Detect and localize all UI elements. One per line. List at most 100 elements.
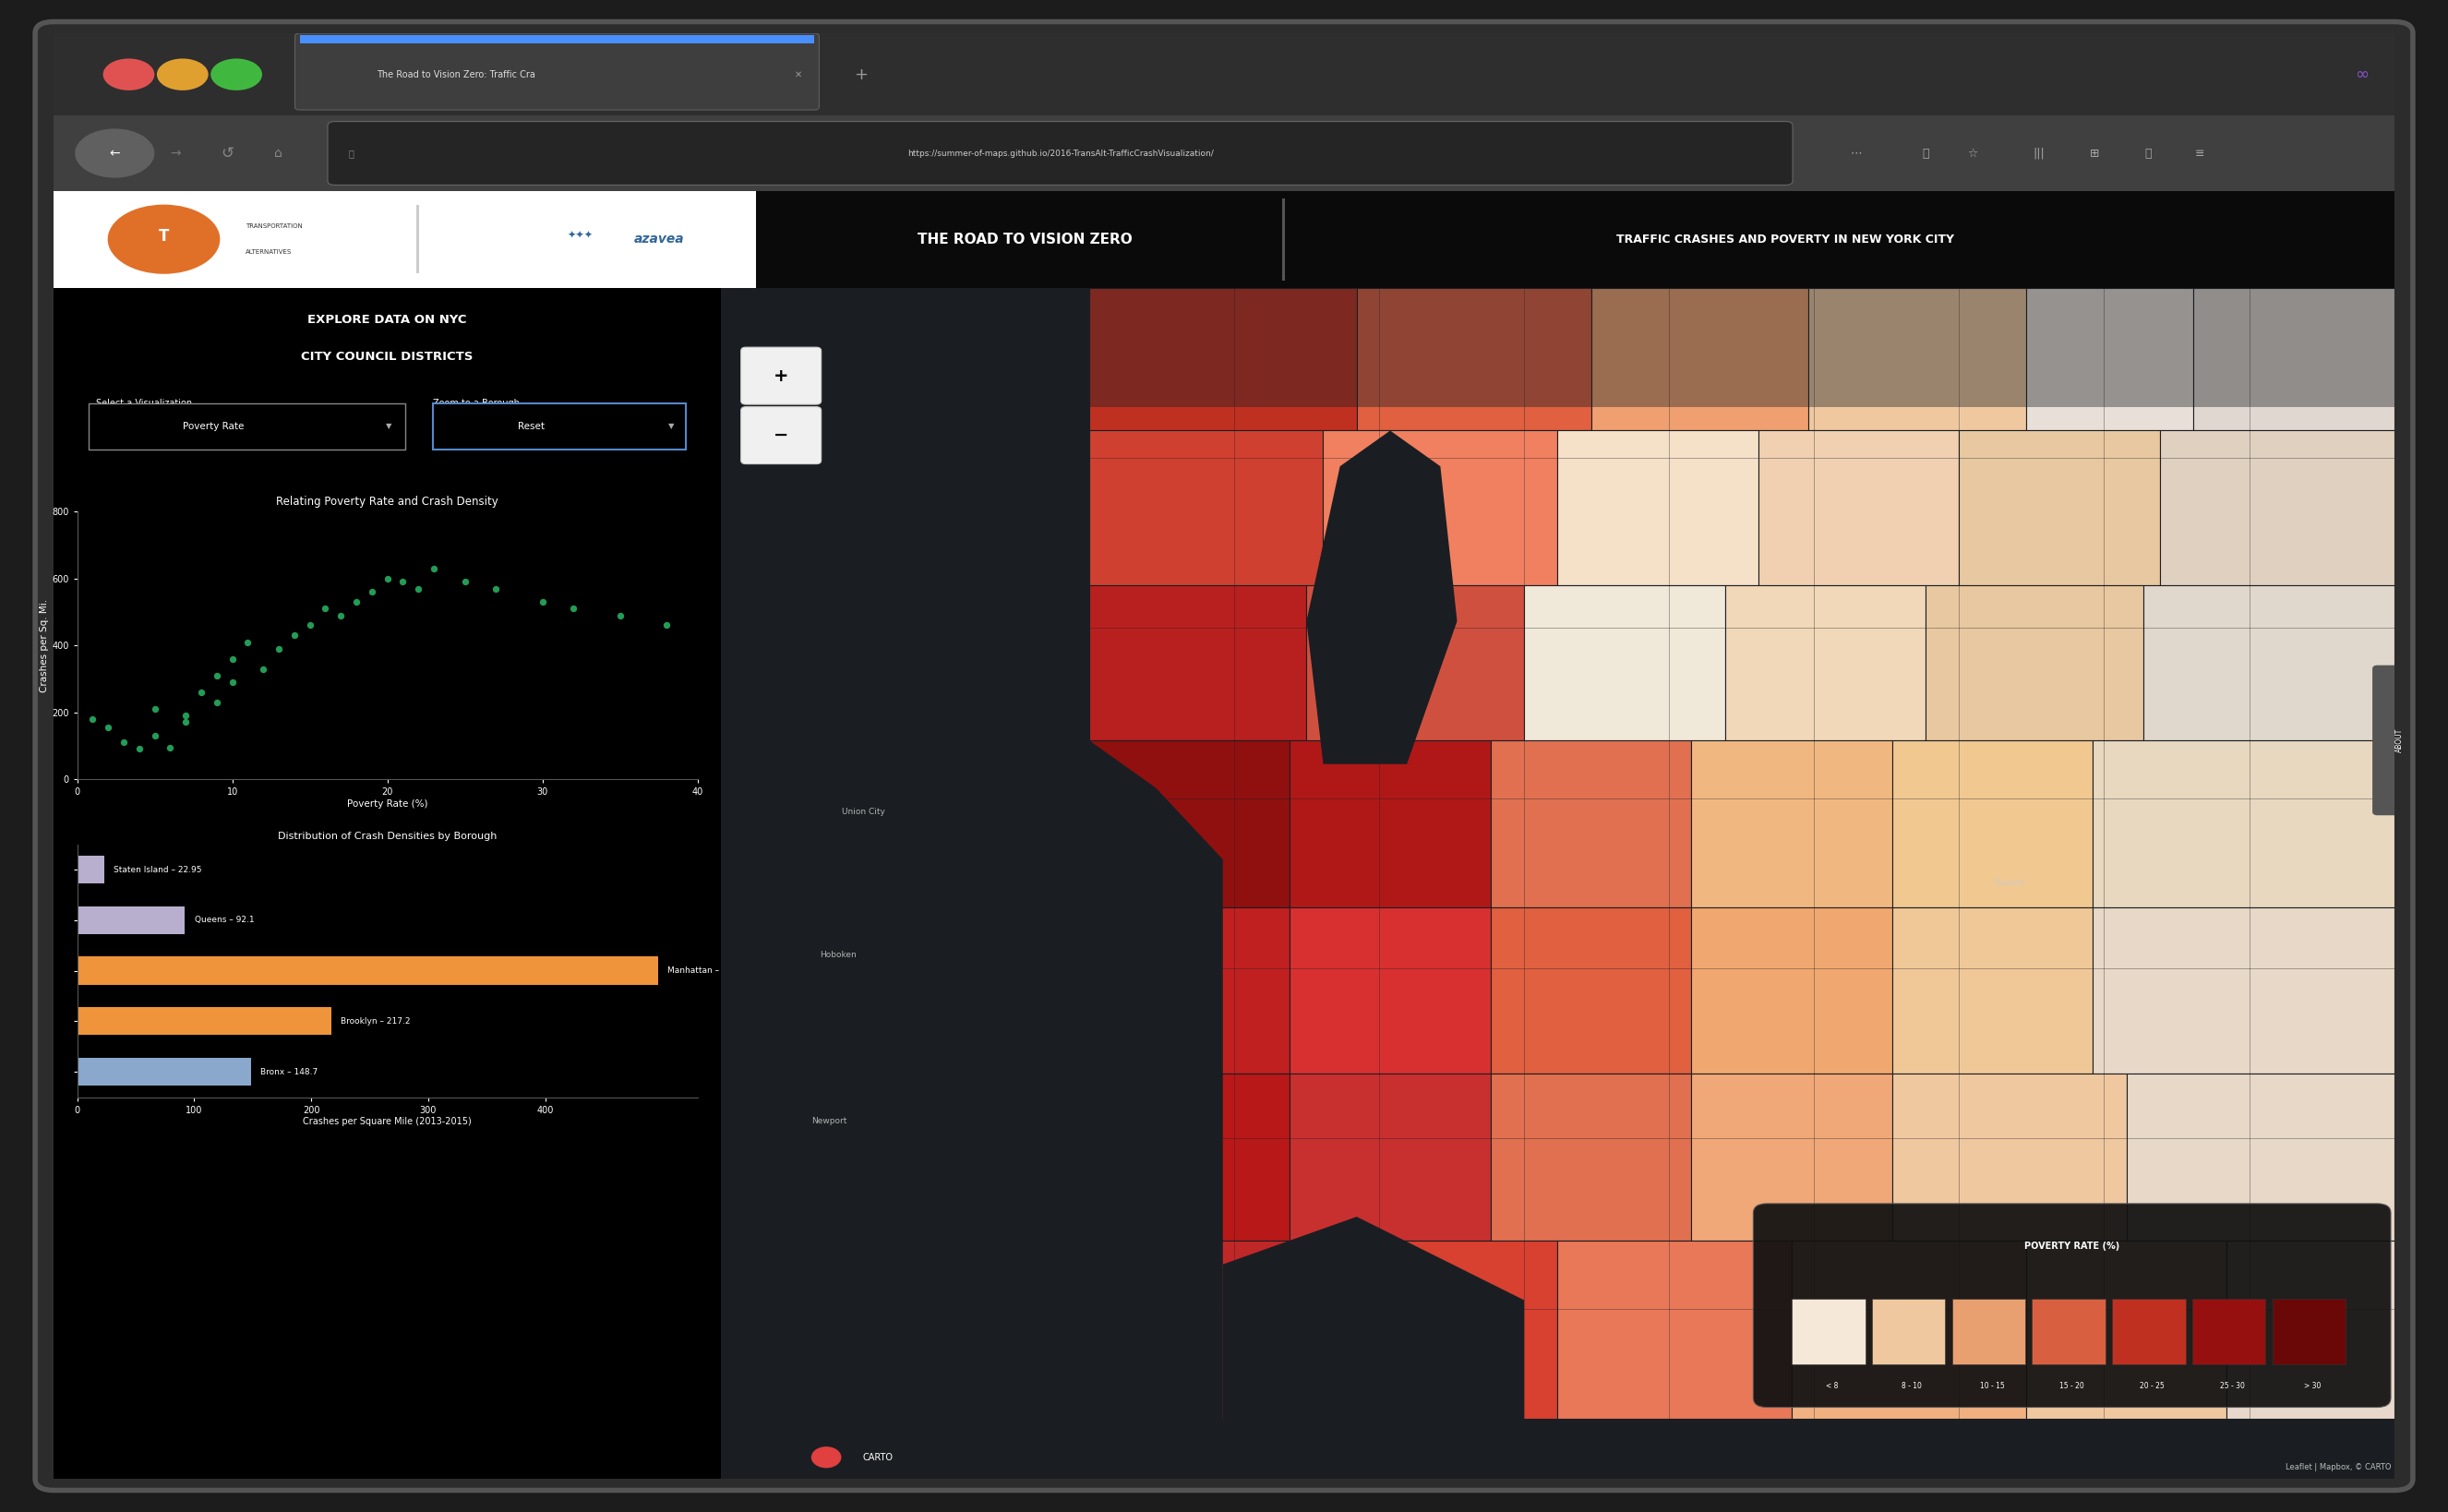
Polygon shape (1290, 907, 1491, 1074)
Point (274, 623, 313, 647)
Polygon shape (1089, 287, 1356, 431)
Bar (756, 191, 2394, 287)
FancyBboxPatch shape (742, 407, 820, 464)
Point (213, 647, 252, 671)
Point (524, 590, 563, 614)
Bar (1951, 1299, 2024, 1364)
Polygon shape (2093, 741, 2394, 907)
Point (245, 656, 284, 680)
Point (306, 597, 345, 621)
Text: Union City: Union City (842, 807, 884, 816)
Polygon shape (1224, 1217, 1525, 1479)
Text: ∞: ∞ (2355, 67, 2367, 83)
Bar (720, 287, 1089, 1479)
FancyBboxPatch shape (2372, 665, 2424, 815)
Bar (78, 906, 186, 934)
Point (353, 579, 392, 603)
Text: Brooklyn – 217.2: Brooklyn – 217.2 (340, 1018, 411, 1025)
Text: CARTO: CARTO (864, 1453, 894, 1462)
Polygon shape (1726, 585, 1927, 741)
Point (399, 576, 438, 600)
Text: 🔒: 🔒 (348, 148, 355, 157)
Polygon shape (1892, 741, 2093, 907)
Point (152, 735, 191, 759)
Text: 🛡: 🛡 (1922, 147, 1929, 159)
Polygon shape (1089, 741, 1290, 907)
Bar (720, 287, 2394, 1479)
Text: 👤: 👤 (2144, 147, 2152, 159)
FancyBboxPatch shape (433, 404, 685, 449)
FancyBboxPatch shape (34, 21, 2414, 1491)
Bar (2191, 1299, 2264, 1364)
Text: 15 - 20: 15 - 20 (2059, 1382, 2083, 1390)
Text: TRANSPORTATION: TRANSPORTATION (245, 224, 304, 228)
X-axis label: Poverty Rate (%): Poverty Rate (%) (348, 800, 428, 809)
Point (166, 711, 206, 735)
Y-axis label: Crashes per Sq. Mi.: Crashes per Sq. Mi. (39, 599, 49, 692)
Circle shape (810, 1447, 842, 1468)
FancyBboxPatch shape (1753, 1204, 2392, 1408)
Circle shape (76, 129, 154, 178)
Polygon shape (2159, 431, 2394, 585)
Text: Reset: Reset (519, 422, 543, 431)
Text: |||: ||| (2032, 147, 2044, 159)
Text: ☆: ☆ (1968, 147, 1978, 159)
Text: ALTERNATIVES: ALTERNATIVES (245, 249, 291, 256)
Polygon shape (1792, 1240, 2027, 1420)
Text: Queens: Queens (1993, 878, 2024, 888)
Point (228, 631, 267, 655)
Polygon shape (1290, 1074, 1491, 1240)
Text: ✕: ✕ (793, 70, 803, 79)
Point (105, 730, 144, 754)
Text: −: − (774, 426, 788, 445)
Bar (299, 35, 815, 44)
Polygon shape (1892, 907, 2093, 1074)
X-axis label: Crashes per Square Mile (2013-2015): Crashes per Square Mile (2013-2015) (304, 1117, 472, 1126)
Text: Manhattan – 496.6: Manhattan – 496.6 (668, 966, 747, 975)
Text: ←: ← (110, 147, 120, 160)
Text: Select a Visualization: Select a Visualization (95, 399, 191, 408)
Text: THE ROAD TO VISION ZERO: THE ROAD TO VISION ZERO (918, 233, 1133, 246)
Polygon shape (2027, 287, 2193, 431)
Text: 8 - 10: 8 - 10 (1902, 1382, 1922, 1390)
Text: Staten Island – 22.95: Staten Island – 22.95 (113, 865, 201, 874)
Polygon shape (1356, 287, 1591, 431)
Polygon shape (1591, 287, 1809, 431)
Text: +: + (774, 367, 788, 384)
Text: https://summer-of-maps.github.io/2016-TransAlt-TrafficCrashVisualization/: https://summer-of-maps.github.io/2016-Tr… (908, 150, 1214, 157)
Polygon shape (1958, 431, 2159, 585)
Polygon shape (1089, 907, 1290, 1074)
Polygon shape (2093, 907, 2394, 1074)
Text: Poverty Rate: Poverty Rate (181, 422, 245, 431)
Text: Newport: Newport (813, 1117, 847, 1125)
Text: ≡: ≡ (2196, 147, 2206, 159)
Text: TRAFFIC CRASHES AND POVERTY IN NEW YORK CITY: TRAFFIC CRASHES AND POVERTY IN NEW YORK … (1616, 233, 1954, 245)
Text: Leaflet | Mapbox, © CARTO: Leaflet | Mapbox, © CARTO (2284, 1462, 2392, 1471)
Text: 25 - 30: 25 - 30 (2220, 1382, 2245, 1390)
Bar (78, 856, 105, 883)
Circle shape (103, 59, 154, 91)
Polygon shape (1324, 431, 1557, 585)
Polygon shape (1692, 907, 1892, 1074)
Text: < 8: < 8 (1826, 1382, 1838, 1390)
Point (384, 570, 424, 594)
Circle shape (157, 59, 208, 91)
Polygon shape (1758, 431, 1958, 585)
Text: 10 - 15: 10 - 15 (1980, 1382, 2005, 1390)
Text: ⌂: ⌂ (274, 147, 282, 160)
Text: ⊞: ⊞ (2091, 147, 2100, 159)
Circle shape (211, 59, 262, 91)
Polygon shape (1290, 741, 1491, 907)
Bar (2032, 1299, 2105, 1364)
Text: Queens – 92.1: Queens – 92.1 (193, 916, 255, 924)
Text: ▼: ▼ (668, 422, 676, 431)
Bar (2272, 1299, 2345, 1364)
Point (120, 736, 159, 761)
Bar (54, 287, 720, 1479)
Text: CITY COUNCIL DISTRICTS: CITY COUNCIL DISTRICTS (301, 351, 472, 363)
Text: ▼: ▼ (384, 422, 392, 431)
Text: POVERTY RATE (%): POVERTY RATE (%) (2024, 1241, 2120, 1250)
Point (198, 689, 237, 714)
Text: Bronx – 148.7: Bronx – 148.7 (259, 1067, 318, 1077)
Polygon shape (1089, 1074, 1290, 1240)
